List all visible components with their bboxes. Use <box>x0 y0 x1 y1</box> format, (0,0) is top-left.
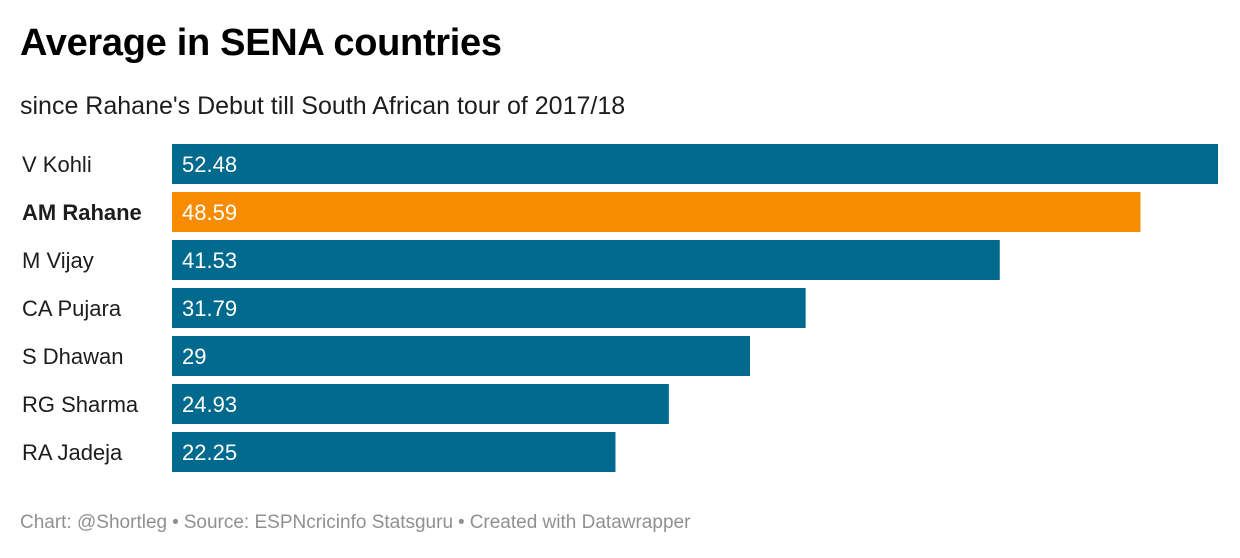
bar-highlighted[interactable] <box>172 192 1141 232</box>
category-label: S Dhawan <box>22 344 124 369</box>
chart-subtitle: since Rahane's Debut till South African … <box>20 92 626 120</box>
bar[interactable] <box>172 384 669 424</box>
footer-separator: • <box>458 512 465 533</box>
category-label: AM Rahane <box>22 200 142 225</box>
source-link[interactable]: Source: ESPNcricinfo Statsguru <box>183 512 454 533</box>
chart-credit: Chart: @Shortleg <box>20 512 168 533</box>
value-label: 24.93 <box>182 392 237 417</box>
category-label: RG Sharma <box>22 392 139 417</box>
chart-footer: Chart: @Shortleg • Source: ESPNcricinfo St… <box>20 512 690 534</box>
value-label: 22.25 <box>182 440 237 465</box>
category-label: RA Jadeja <box>22 440 123 465</box>
bar[interactable] <box>172 432 616 472</box>
value-label: 31.79 <box>182 296 237 321</box>
value-label: 48.59 <box>182 200 237 225</box>
value-label: 41.53 <box>182 248 237 273</box>
category-label: V Kohli <box>22 152 92 177</box>
bar[interactable] <box>172 144 1218 184</box>
category-label: M Vijay <box>22 248 94 273</box>
value-label: 52.48 <box>182 152 237 177</box>
chart-title: Average in SENA countries <box>20 22 502 64</box>
footer-separator: • <box>172 512 179 533</box>
bar[interactable] <box>172 240 1000 280</box>
bar[interactable] <box>172 288 806 328</box>
datawrapper-link[interactable]: Created with Datawrapper <box>469 512 691 533</box>
bar[interactable] <box>172 336 751 376</box>
value-label: 29 <box>182 344 206 369</box>
category-label: CA Pujara <box>22 296 122 321</box>
bar-chart: V Kohli 52.48 AM Rahane 48.59 M Vijay 41.53 CA… <box>22 144 1218 472</box>
